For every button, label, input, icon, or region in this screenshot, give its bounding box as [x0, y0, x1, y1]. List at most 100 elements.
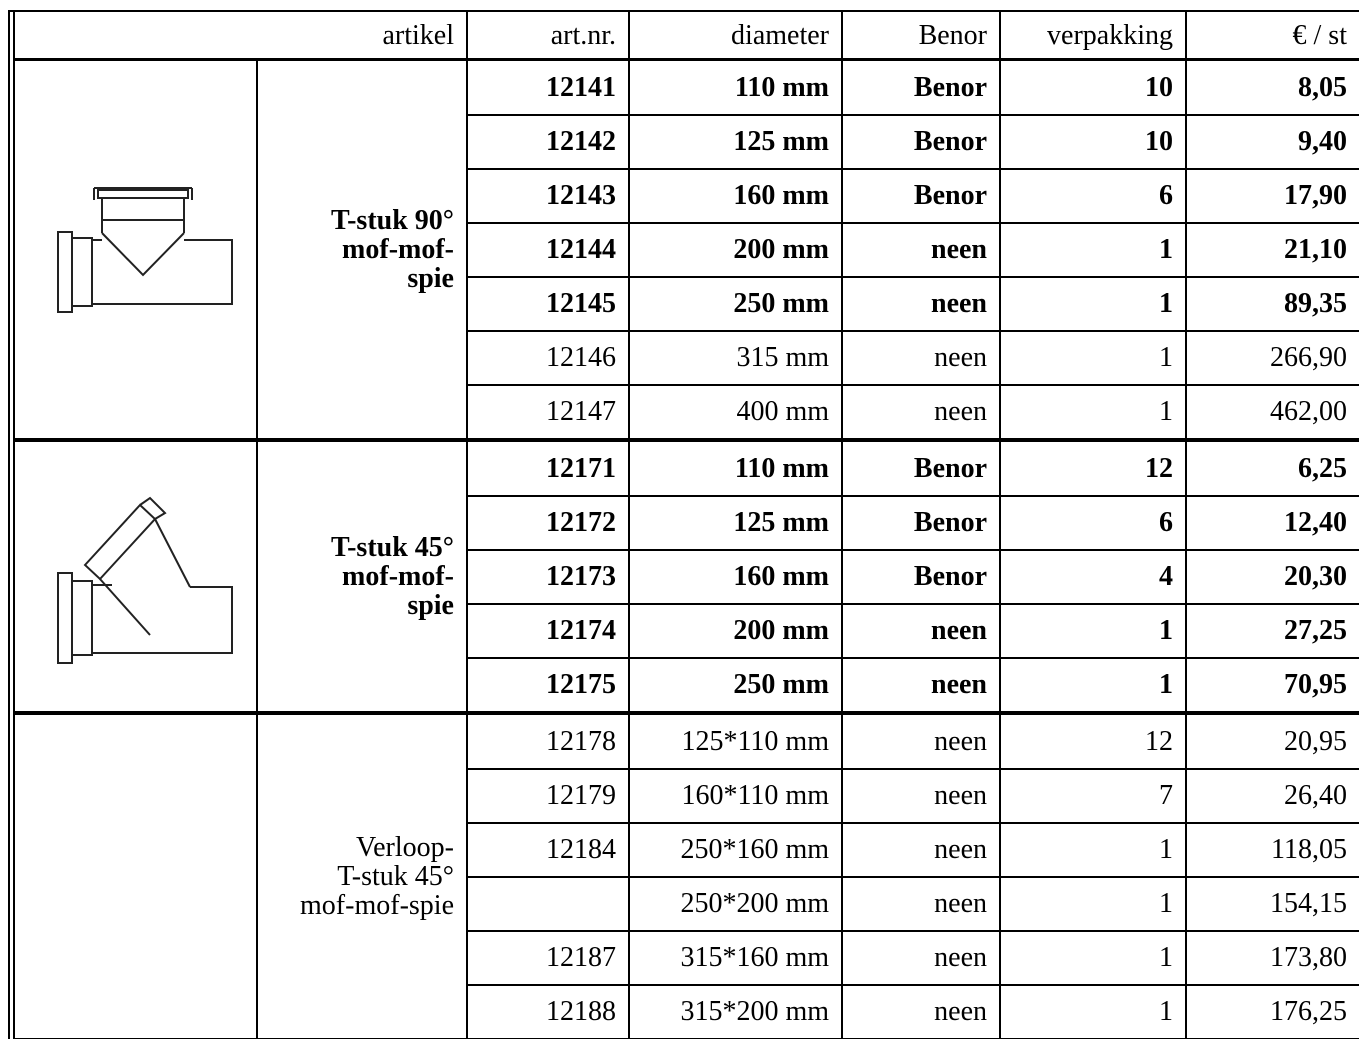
rule	[466, 495, 1359, 497]
table-cell: neen	[934, 888, 987, 919]
table-cell: 154,15	[1270, 888, 1347, 919]
table-cell: 160*110 mm	[681, 780, 829, 811]
table-cell: 12171	[546, 453, 616, 484]
table-cell: 1	[1159, 396, 1173, 427]
table-cell: 12184	[546, 834, 616, 865]
table-cell: 250 mm	[733, 288, 829, 319]
rule	[466, 603, 1359, 605]
table-cell: 12187	[546, 942, 616, 973]
rule	[8, 10, 1359, 12]
header-cell: verpakking	[1047, 20, 1173, 51]
table-cell: 20,95	[1284, 726, 1347, 757]
table-cell: 12143	[546, 180, 616, 211]
rule	[13, 58, 1359, 61]
table-cell: 400 mm	[736, 396, 829, 427]
table-cell: 125 mm	[733, 126, 829, 157]
table-cell: 8,05	[1298, 72, 1347, 103]
rule	[466, 549, 1359, 551]
table-cell: neen	[934, 342, 987, 373]
table-cell: 12172	[546, 507, 616, 538]
rule	[999, 61, 1001, 439]
table-cell: 12	[1145, 726, 1173, 757]
table-cell: 12	[1145, 453, 1173, 484]
group-label: T-stuk 45°	[337, 861, 454, 892]
table-cell: 173,80	[1270, 942, 1347, 973]
table-cell: neen	[934, 726, 987, 757]
rule	[999, 10, 1001, 58]
rule	[466, 657, 1359, 659]
table-cell: 118,05	[1271, 834, 1347, 865]
table-cell: 110 mm	[734, 453, 829, 484]
group-label: mof-mof-	[342, 234, 454, 265]
rule	[466, 114, 1359, 116]
header-cell: artikel	[382, 20, 454, 51]
table-cell: 1	[1159, 942, 1173, 973]
rule	[466, 930, 1359, 932]
table-cell: 6	[1159, 180, 1173, 211]
rule	[256, 442, 258, 712]
table-cell: 125 mm	[733, 507, 829, 538]
rule	[841, 61, 843, 439]
table-cell: neen	[934, 942, 987, 973]
table-cell: 9,40	[1298, 126, 1347, 157]
table-cell: 12188	[546, 996, 616, 1027]
rule	[466, 222, 1359, 224]
table-cell: 125*110 mm	[681, 726, 829, 757]
table-cell: 6,25	[1298, 453, 1347, 484]
rule	[466, 442, 468, 712]
rule	[466, 168, 1359, 170]
table-cell: 6	[1159, 507, 1173, 538]
table-cell: neen	[931, 234, 987, 265]
table-cell: Benor	[913, 126, 987, 157]
table-cell: 1	[1159, 888, 1173, 919]
group-label: Verloop-	[356, 832, 454, 863]
header-cell: € / st	[1292, 20, 1347, 51]
rule	[999, 442, 1001, 712]
table-cell: 200 mm	[733, 234, 829, 265]
rule	[466, 61, 468, 439]
rule	[13, 10, 15, 1039]
table-cell: Benor	[913, 180, 987, 211]
table-cell: 27,25	[1284, 615, 1347, 646]
table-cell: neen	[931, 288, 987, 319]
table-cell: neen	[934, 996, 987, 1027]
table-cell: 250 mm	[733, 669, 829, 700]
rule	[1185, 10, 1187, 58]
tee-90-drawing	[57, 187, 233, 313]
table-cell: 12144	[546, 234, 616, 265]
rule	[466, 10, 468, 58]
table-cell: 315 mm	[736, 342, 829, 373]
table-cell: 26,40	[1284, 780, 1347, 811]
rule	[1185, 715, 1187, 1039]
rule	[466, 330, 1359, 332]
table-cell: 12178	[546, 726, 616, 757]
rule	[1185, 61, 1187, 439]
table-cell: 110 mm	[734, 72, 829, 103]
rule	[256, 61, 258, 439]
table-cell: neen	[931, 615, 987, 646]
table-cell: 12173	[546, 561, 616, 592]
table-cell: 12174	[546, 615, 616, 646]
header-cell: diameter	[731, 20, 829, 51]
table-cell: 12175	[546, 669, 616, 700]
table-cell: 10	[1145, 126, 1173, 157]
table-cell: neen	[934, 834, 987, 865]
rule	[841, 715, 843, 1039]
rule	[628, 10, 630, 58]
table-cell: neen	[934, 396, 987, 427]
rule	[466, 768, 1359, 770]
table-cell: neen	[934, 780, 987, 811]
table-cell: Benor	[913, 561, 987, 592]
table-cell: 20,30	[1284, 561, 1347, 592]
table-cell: 1	[1159, 288, 1173, 319]
rule	[841, 10, 843, 58]
table-cell: 12147	[546, 396, 616, 427]
rule	[13, 438, 1359, 442]
rule	[999, 715, 1001, 1039]
tee-45-drawing	[57, 496, 233, 664]
table-cell: 12146	[546, 342, 616, 373]
header-cell: Benor	[918, 20, 987, 51]
table-cell: 1	[1159, 234, 1173, 265]
table-cell: Benor	[913, 507, 987, 538]
table-cell: 176,25	[1270, 996, 1347, 1027]
